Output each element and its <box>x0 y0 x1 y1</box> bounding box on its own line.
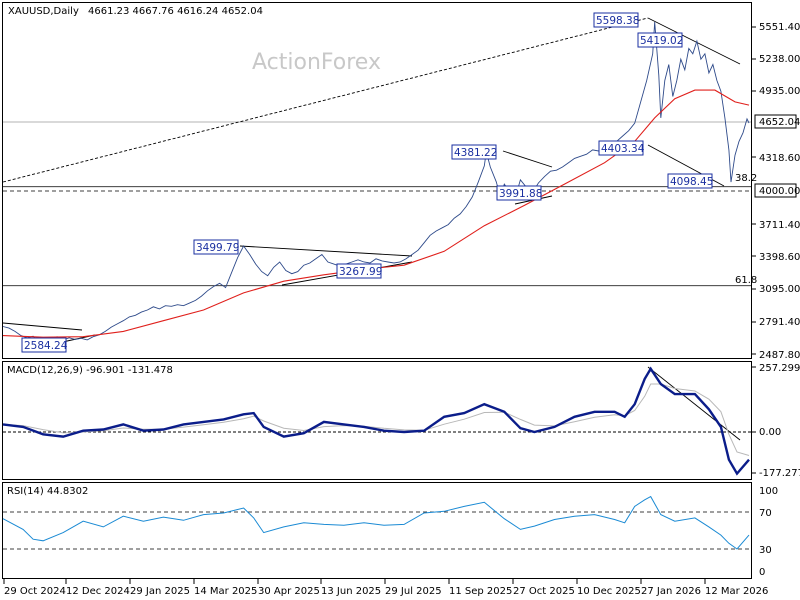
level-box <box>21 337 67 353</box>
current-price-label: 4652.04 <box>759 117 800 128</box>
y-tick-label: 3095.00 <box>759 284 800 295</box>
x-axis: 29 Oct 2024 12 Dec 2024 29 Jan 2025 14 Mar … <box>3 579 768 597</box>
rsi-y-ticks: 100 70 30 0 <box>759 486 778 578</box>
level-4000-label: 4000.00 <box>759 186 800 197</box>
level-box <box>451 144 497 160</box>
macd-values: -96.901 -131.478 <box>86 365 173 376</box>
chart-ohlc: 4661.23 4667.76 4616.24 4652.04 <box>88 6 263 17</box>
level-label: 3991.88 <box>499 188 542 200</box>
macd-tick-label: -177.277 <box>759 468 800 479</box>
rsi-panel <box>2 482 752 579</box>
x-tick-label: 29 Jan 2025 <box>130 586 190 597</box>
rsi-line <box>2 495 750 550</box>
rsi-tick-label: 30 <box>759 545 772 556</box>
x-tick-label: 14 Mar 2025 <box>194 586 257 597</box>
y-tick-label: 5238.00 <box>759 54 800 65</box>
level-box <box>667 173 713 189</box>
x-tick-label: 27 Jan 2026 <box>641 586 701 597</box>
y-tick-label: 3398.60 <box>759 252 800 263</box>
price-panel <box>2 2 752 359</box>
current-price-tag <box>754 114 797 129</box>
level-label: 3499.79 <box>196 242 239 254</box>
level-box <box>193 239 239 255</box>
x-tick-label: 10 Dec 2025 <box>577 586 641 597</box>
macd-line <box>2 366 750 476</box>
x-tick-label: 11 Sep 2025 <box>449 586 512 597</box>
rsi-value: 44.8302 <box>47 486 88 497</box>
x-tick-label: 12 Dec 2024 <box>66 586 130 597</box>
macd-tick-label: 257.299 <box>759 363 800 374</box>
level-label: 4403.34 <box>601 143 645 155</box>
macd-label: MACD(12,26,9) -96.901 -131.478 <box>7 365 173 376</box>
level-annotations: 5598.38 5419.02 4381.22 4403.34 4098.45 … <box>21 12 713 353</box>
chart-symbol: XAUUSD,Daily <box>8 6 79 17</box>
long-trendline <box>2 17 649 183</box>
moving-average-line <box>2 89 750 338</box>
channel-upper-line <box>502 150 553 168</box>
level-label: 5598.38 <box>596 15 639 27</box>
rsi-label: RSI(14) 44.8302 <box>7 486 88 497</box>
x-tick-label: 13 Jun 2025 <box>321 586 381 597</box>
y-tick-label: 5551.40 <box>759 22 800 33</box>
resistance-line <box>647 17 741 65</box>
macd-tick-label: 0.00 <box>759 427 781 438</box>
level-label: 4098.45 <box>670 176 713 188</box>
x-tick-label: 29 Jul 2025 <box>385 586 442 597</box>
level-box <box>496 185 542 201</box>
trendline-2584-upper <box>2 322 83 331</box>
y-tick-label: 2791.40 <box>759 317 800 328</box>
y-tick-label: 2487.80 <box>759 350 800 361</box>
level-label: 3267.99 <box>339 266 382 278</box>
level-label: 5419.02 <box>640 35 683 47</box>
macd-panel <box>2 361 752 480</box>
price-y-ticks: 5551.40 5238.00 4935.00 4318.60 3711.40 … <box>751 22 800 361</box>
price-series-line <box>2 21 750 342</box>
x-tick-label: 30 Apr 2025 <box>258 586 320 597</box>
level-label: 2584.24 <box>24 340 68 352</box>
fib-61-label: 61.8 <box>735 275 757 286</box>
level-label: 4381.22 <box>454 147 497 159</box>
rsi-tick-label: 70 <box>759 508 772 519</box>
macd-trendline <box>647 366 741 441</box>
x-tick-label: 12 Mar 2026 <box>705 586 768 597</box>
y-tick-label: 4935.00 <box>759 86 800 97</box>
fib-38-label: 38.2 <box>735 173 757 184</box>
level-box <box>637 32 683 48</box>
watermark: ActionForex <box>252 50 381 75</box>
level-box <box>336 263 382 279</box>
rsi-tick-label: 0 <box>759 567 765 578</box>
x-tick-label: 29 Oct 2024 <box>4 586 66 597</box>
level-box <box>593 12 639 28</box>
macd-y-ticks: 257.299 0.00 -177.277 <box>751 363 800 479</box>
level-4000-tag <box>754 183 797 198</box>
y-tick-label: 4318.60 <box>759 153 800 164</box>
triangle-upper-line <box>239 245 413 257</box>
rsi-tick-label: 100 <box>759 486 778 497</box>
y-tick-label: 3711.40 <box>759 220 800 231</box>
level-box <box>598 140 644 156</box>
x-tick-label: 27 Oct 2025 <box>513 586 575 597</box>
